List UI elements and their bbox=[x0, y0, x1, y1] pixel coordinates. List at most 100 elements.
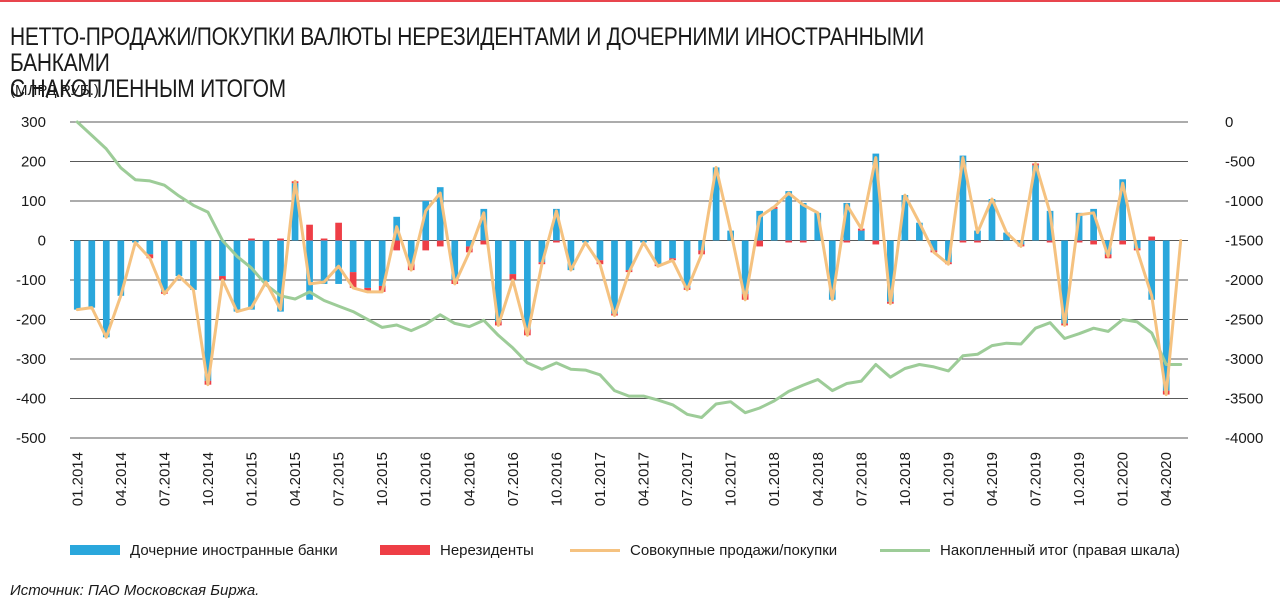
bar-nonresidents bbox=[1046, 240, 1054, 243]
bar-subsidiary-banks bbox=[814, 212, 822, 241]
bar-subsidiary-banks bbox=[1032, 165, 1039, 241]
bar-subsidiary-banks bbox=[611, 240, 618, 314]
bar-nonresidents bbox=[799, 240, 807, 243]
y-right-tick-label: -2500 bbox=[1225, 312, 1263, 329]
top-accent-rule bbox=[0, 0, 1280, 2]
chart-title-line-1: НЕТТО-ПРОДАЖИ/ПОКУПКИ ВАЛЮТЫ НЕРЕЗИДЕНТА… bbox=[10, 23, 924, 77]
legend-item-cumulative: Накопленный итог (правая шкала) bbox=[880, 538, 1180, 562]
line-total-sales-purchases bbox=[75, 156, 1183, 397]
x-tick-label: 04.2016 bbox=[461, 452, 478, 506]
y-right-tick-label: -3000 bbox=[1225, 351, 1263, 368]
bar-subsidiary-banks bbox=[436, 187, 444, 241]
bar-subsidiary-banks bbox=[204, 240, 212, 381]
bar-subsidiary-banks bbox=[799, 202, 807, 241]
bar-subsidiary-banks bbox=[712, 167, 720, 241]
bar-subsidiary-banks bbox=[349, 240, 357, 273]
x-tick-label: 01.2017 bbox=[592, 452, 609, 506]
bar-subsidiary-banks bbox=[756, 210, 764, 241]
bar-subsidiary-banks bbox=[669, 240, 676, 259]
bar-nonresidents bbox=[320, 238, 328, 241]
legend-swatch-total-sales bbox=[570, 548, 620, 552]
bar-subsidiary-banks bbox=[378, 240, 386, 286]
bar-subsidiary-banks bbox=[233, 240, 241, 312]
bar-subsidiary-banks bbox=[117, 240, 125, 296]
x-tick-label: 07.2014 bbox=[156, 452, 173, 506]
bar-subsidiary-banks bbox=[1119, 179, 1127, 241]
y-left-tick-label: -400 bbox=[16, 391, 46, 408]
y-right-tick-label: -3500 bbox=[1225, 391, 1263, 408]
bar-subsidiary-banks bbox=[161, 240, 168, 292]
bar-nonresidents bbox=[1075, 240, 1083, 243]
y-left-tick-label: 100 bbox=[21, 193, 46, 210]
bar-subsidiary-banks bbox=[102, 240, 110, 338]
bar-nonresidents bbox=[1090, 240, 1097, 245]
bar-subsidiary-banks bbox=[1104, 240, 1112, 255]
bar-nonresidents bbox=[1119, 240, 1127, 245]
x-tick-label: 01.2014 bbox=[69, 452, 86, 506]
bar-subsidiary-banks bbox=[465, 240, 473, 247]
bar-subsidiary-banks bbox=[248, 240, 255, 310]
chart-title-line-2: С НАКОПЛЕННЫМ ИТОГОМ bbox=[10, 75, 286, 103]
legend-swatch-nonresidents bbox=[380, 545, 430, 555]
x-tick-label: 07.2019 bbox=[1028, 452, 1045, 506]
legend-label-nonresidents: Нерезиденты bbox=[440, 541, 534, 559]
bar-subsidiary-banks bbox=[88, 240, 96, 308]
bar-subsidiary-banks bbox=[567, 240, 575, 271]
y-right-tick-label: -500 bbox=[1225, 154, 1255, 171]
bar-subsidiary-banks bbox=[175, 240, 183, 277]
bar-subsidiary-banks bbox=[596, 240, 604, 261]
bar-nonresidents bbox=[1148, 236, 1156, 241]
bar-subsidiary-banks bbox=[857, 230, 865, 241]
x-tick-label: 01.2016 bbox=[418, 452, 435, 506]
x-tick-label: 10.2016 bbox=[548, 452, 565, 506]
bar-subsidiary-banks bbox=[843, 202, 851, 241]
chart-legend: Дочерние иностранные банки Нерезиденты С… bbox=[0, 538, 1280, 562]
bar-subsidiary-banks bbox=[277, 240, 284, 312]
bar-nonresidents bbox=[436, 240, 444, 247]
bar-nonresidents bbox=[422, 240, 430, 251]
legend-label-cumulative: Накопленный итог (правая шкала) bbox=[940, 541, 1181, 559]
legend-swatch-cumulative bbox=[880, 548, 930, 552]
x-tick-label: 07.2015 bbox=[331, 452, 348, 506]
bar-subsidiary-banks bbox=[1003, 232, 1010, 241]
bar-subsidiary-banks bbox=[916, 222, 923, 241]
x-tick-label: 04.2020 bbox=[1158, 452, 1175, 506]
y-left-tick-label: 300 bbox=[21, 114, 46, 131]
bar-subsidiary-banks bbox=[422, 201, 430, 241]
x-tick-label: 04.2018 bbox=[810, 452, 827, 506]
x-tick-label: 07.2017 bbox=[679, 452, 696, 506]
bar-subsidiary-banks bbox=[320, 240, 328, 284]
bar-subsidiary-banks bbox=[974, 230, 981, 241]
legend-item-total-sales: Совокупные продажи/покупки bbox=[570, 538, 837, 562]
bar-subsidiary-banks bbox=[625, 240, 633, 271]
y-right-tick-label: 0 bbox=[1225, 114, 1233, 131]
bar-subsidiary-banks bbox=[654, 240, 662, 265]
bar-nonresidents bbox=[756, 240, 764, 247]
x-tick-label: 07.2016 bbox=[505, 452, 522, 506]
x-tick-label: 04.2014 bbox=[113, 452, 130, 506]
y-right-tick-label: -1500 bbox=[1225, 233, 1263, 250]
bar-subsidiary-banks bbox=[945, 240, 952, 263]
y-right-tick-label: -4000 bbox=[1225, 430, 1263, 447]
bar-subsidiary-banks bbox=[335, 240, 342, 284]
bar-subsidiary-banks bbox=[1148, 240, 1156, 300]
bar-subsidiary-banks bbox=[930, 240, 938, 251]
bar-subsidiary-banks bbox=[219, 240, 226, 277]
x-tick-label: 10.2019 bbox=[1071, 452, 1088, 506]
bar-subsidiary-banks bbox=[509, 240, 517, 275]
y-right-tick-label: -1000 bbox=[1225, 193, 1263, 210]
bar-nonresidents bbox=[959, 240, 967, 243]
bar-subsidiary-banks bbox=[190, 240, 197, 290]
x-tick-label: 10.2015 bbox=[374, 452, 391, 506]
x-tick-label: 01.2019 bbox=[940, 452, 957, 506]
bar-nonresidents bbox=[843, 240, 851, 243]
bar-nonresidents bbox=[553, 240, 560, 243]
x-tick-label: 10.2018 bbox=[897, 452, 914, 506]
x-tick-label: 07.2018 bbox=[853, 452, 870, 506]
legend-label-total-sales: Совокупные продажи/покупки bbox=[630, 541, 838, 559]
bar-subsidiary-banks bbox=[407, 240, 415, 265]
bar-nonresidents bbox=[974, 240, 981, 243]
bar-nonresidents bbox=[872, 240, 880, 245]
legend-item-subsidiary-banks: Дочерние иностранные банки bbox=[70, 538, 338, 562]
